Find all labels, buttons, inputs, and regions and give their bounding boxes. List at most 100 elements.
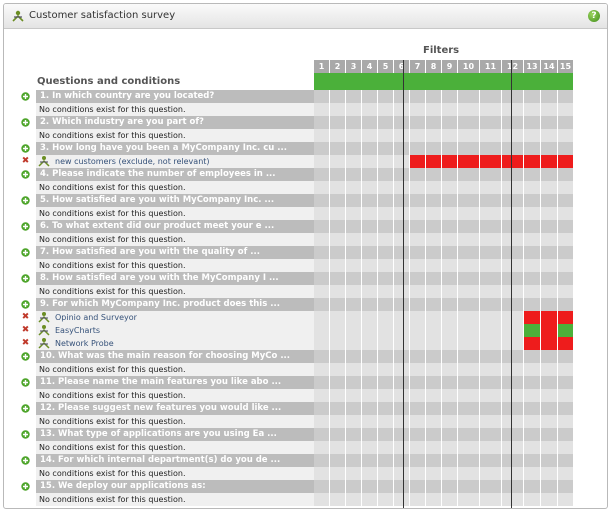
condition-filter-cell[interactable] — [502, 337, 523, 350]
question-filter-cell[interactable] — [394, 246, 409, 259]
question-filter-cell[interactable] — [378, 220, 393, 233]
condition-filter-cell[interactable] — [480, 181, 501, 194]
question-filter-cell[interactable] — [426, 350, 441, 363]
add-condition-icon[interactable] — [21, 196, 30, 205]
question-filter-cell[interactable] — [524, 454, 540, 467]
condition-filter-cell[interactable] — [502, 103, 523, 116]
question-filter-cell[interactable] — [558, 402, 573, 415]
condition-link[interactable]: Opinio and Surveyor — [55, 313, 137, 322]
question-filter-cell[interactable] — [346, 350, 361, 363]
condition-filter-cell[interactable] — [394, 441, 409, 454]
add-condition-icon[interactable] — [21, 482, 30, 491]
question-filter-cell[interactable] — [362, 454, 377, 467]
condition-filter-cell[interactable] — [330, 324, 345, 337]
condition-filter-cell[interactable] — [524, 259, 540, 272]
question-filter-cell[interactable] — [346, 142, 361, 155]
condition-filter-cell[interactable] — [410, 103, 425, 116]
question-filter-cell[interactable] — [480, 480, 501, 493]
condition-filter-cell[interactable] — [314, 129, 329, 142]
condition-filter-cell[interactable] — [558, 467, 573, 480]
condition-filter-cell[interactable] — [480, 467, 501, 480]
condition-filter-cell[interactable] — [502, 363, 523, 376]
condition-filter-cell[interactable] — [346, 207, 361, 220]
remove-condition-icon[interactable]: ✖ — [21, 156, 30, 166]
condition-filter-cell[interactable] — [442, 363, 457, 376]
condition-link[interactable]: Network Probe — [55, 339, 114, 348]
condition-filter-cell[interactable] — [480, 259, 501, 272]
add-condition-icon[interactable] — [21, 222, 30, 231]
condition-filter-cell[interactable] — [378, 441, 393, 454]
question-filter-cell[interactable] — [426, 142, 441, 155]
question-filter-cell[interactable] — [480, 194, 501, 207]
condition-filter-cell[interactable] — [410, 415, 425, 428]
question-filter-cell[interactable] — [346, 90, 361, 103]
condition-filter-cell[interactable] — [378, 363, 393, 376]
question-filter-cell[interactable] — [558, 246, 573, 259]
condition-filter-cell[interactable] — [541, 493, 557, 506]
filter-column-header[interactable]: 11 — [480, 60, 501, 73]
question-filter-cell[interactable] — [502, 246, 523, 259]
question-filter-cell[interactable] — [378, 454, 393, 467]
condition-filter-cell[interactable] — [558, 155, 573, 168]
filter-column-header[interactable]: 15 — [558, 60, 573, 73]
question-filter-cell[interactable] — [502, 376, 523, 389]
condition-filter-cell[interactable] — [346, 415, 361, 428]
question-filter-cell[interactable] — [426, 246, 441, 259]
condition-filter-cell[interactable] — [502, 207, 523, 220]
question-filter-cell[interactable] — [524, 194, 540, 207]
condition-link[interactable]: new customers (exclude, not relevant) — [55, 157, 210, 166]
condition-filter-cell[interactable] — [558, 285, 573, 298]
question-filter-cell[interactable] — [541, 168, 557, 181]
condition-filter-cell[interactable] — [394, 363, 409, 376]
condition-filter-cell[interactable] — [394, 103, 409, 116]
question-filter-cell[interactable] — [502, 402, 523, 415]
question-filter-cell[interactable] — [426, 428, 441, 441]
add-condition-icon[interactable] — [21, 378, 30, 387]
question-filter-cell[interactable] — [346, 168, 361, 181]
question-filter-cell[interactable] — [442, 142, 457, 155]
condition-filter-cell[interactable] — [541, 337, 557, 350]
condition-filter-cell[interactable] — [362, 493, 377, 506]
condition-filter-cell[interactable] — [362, 389, 377, 402]
condition-filter-cell[interactable] — [426, 259, 441, 272]
condition-filter-cell[interactable] — [346, 389, 361, 402]
question-filter-cell[interactable] — [394, 142, 409, 155]
condition-filter-cell[interactable] — [346, 181, 361, 194]
condition-filter-cell[interactable] — [502, 259, 523, 272]
question-filter-cell[interactable] — [541, 90, 557, 103]
condition-filter-cell[interactable] — [346, 441, 361, 454]
condition-filter-cell[interactable] — [378, 311, 393, 324]
condition-filter-cell[interactable] — [426, 493, 441, 506]
condition-filter-cell[interactable] — [442, 441, 457, 454]
condition-filter-cell[interactable] — [362, 155, 377, 168]
condition-filter-cell[interactable] — [378, 103, 393, 116]
filter-column-header[interactable]: 9 — [442, 60, 457, 73]
condition-filter-cell[interactable] — [362, 415, 377, 428]
question-filter-cell[interactable] — [524, 116, 540, 129]
question-filter-cell[interactable] — [480, 402, 501, 415]
question-filter-cell[interactable] — [394, 376, 409, 389]
question-filter-cell[interactable] — [378, 168, 393, 181]
condition-filter-cell[interactable] — [480, 103, 501, 116]
condition-filter-cell[interactable] — [541, 415, 557, 428]
question-filter-cell[interactable] — [458, 428, 479, 441]
condition-filter-cell[interactable] — [330, 233, 345, 246]
filter-column-header[interactable]: 12 — [502, 60, 523, 73]
question-filter-cell[interactable] — [442, 350, 457, 363]
question-filter-cell[interactable] — [480, 168, 501, 181]
question-filter-cell[interactable] — [330, 220, 345, 233]
condition-filter-cell[interactable] — [480, 285, 501, 298]
condition-filter-cell[interactable] — [442, 324, 457, 337]
condition-filter-cell[interactable] — [410, 311, 425, 324]
condition-filter-cell[interactable] — [314, 389, 329, 402]
question-filter-cell[interactable] — [458, 90, 479, 103]
add-condition-icon[interactable] — [21, 118, 30, 127]
question-filter-cell[interactable] — [524, 428, 540, 441]
condition-filter-cell[interactable] — [558, 207, 573, 220]
condition-filter-cell[interactable] — [524, 415, 540, 428]
condition-filter-cell[interactable] — [502, 467, 523, 480]
condition-filter-cell[interactable] — [426, 285, 441, 298]
condition-filter-cell[interactable] — [541, 259, 557, 272]
condition-filter-cell[interactable] — [558, 415, 573, 428]
question-filter-cell[interactable] — [394, 168, 409, 181]
